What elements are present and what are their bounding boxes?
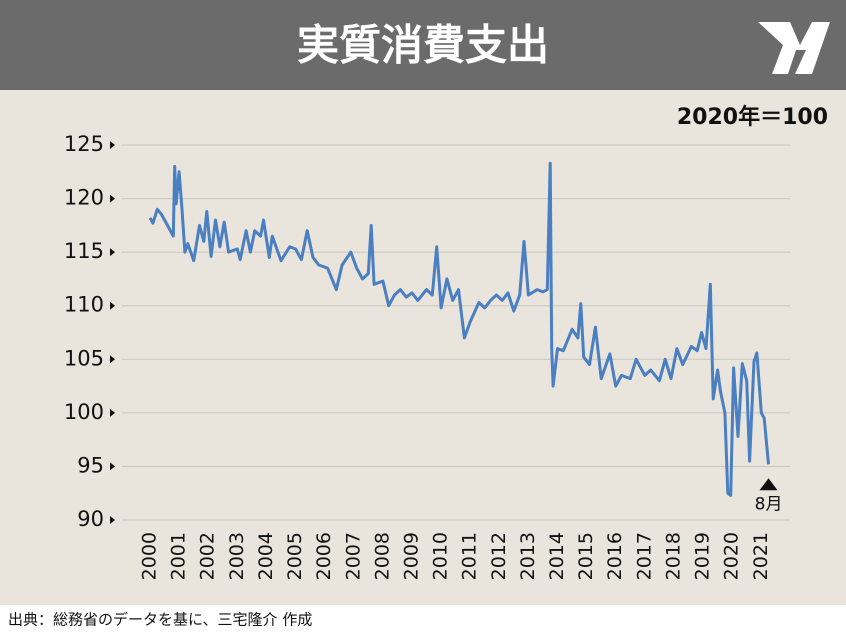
y-tick-mark	[110, 301, 115, 310]
y-tick-label: 95	[77, 453, 104, 477]
x-tick-label: 2000	[139, 532, 161, 580]
y-tick-label: 110	[64, 293, 104, 317]
y-tick-mark	[110, 516, 115, 524]
header	[0, 0, 846, 90]
footer	[0, 605, 846, 635]
x-tick-label: 2012	[488, 532, 510, 580]
annotation: 8月	[755, 494, 783, 514]
x-tick-label: 2019	[692, 532, 714, 580]
y-tick-label: 115	[64, 239, 104, 263]
x-tick-label: 2014	[546, 532, 568, 580]
x-tick-label: 2004	[255, 532, 277, 580]
x-tick-label: 2003	[226, 532, 248, 580]
logo	[758, 22, 830, 74]
x-tick-label: 2011	[459, 532, 481, 580]
y-tick-mark	[110, 248, 115, 257]
y-tick-mark	[110, 355, 115, 364]
x-tick-label: 2015	[575, 532, 597, 580]
chart-title: 実質消費支出	[297, 21, 549, 70]
y-tick-mark	[110, 141, 115, 149]
y-tick-label: 105	[64, 346, 104, 370]
x-tick-label: 2002	[197, 532, 219, 580]
unit-note: 2020年＝100	[677, 104, 828, 130]
x-tick-label: 2005	[284, 532, 306, 580]
x-tick-label: 2021	[750, 532, 772, 580]
x-tick-label: 2010	[430, 532, 452, 580]
y-tick-label: 100	[64, 400, 104, 424]
y-tick-label: 90	[77, 507, 104, 531]
x-tick-label: 2016	[604, 532, 626, 580]
y-tick-label: 125	[64, 132, 104, 156]
y-tick-mark	[110, 194, 115, 203]
x-tick-label: 2006	[313, 532, 335, 580]
x-tick-label: 2020	[721, 532, 743, 580]
y-tick-mark	[110, 462, 115, 471]
y-tick-label: 120	[64, 186, 104, 210]
y-tick-mark	[110, 408, 115, 417]
source-note: 出典：総務省のデータを基に、三宅隆介 作成	[8, 611, 312, 629]
x-tick-label: 2018	[662, 532, 684, 580]
data-line	[148, 161, 770, 497]
annotation-arrow	[759, 478, 778, 491]
x-tick-label: 2001	[168, 532, 190, 580]
x-tick-label: 2013	[517, 532, 539, 580]
x-tick-label: 2007	[342, 532, 364, 580]
x-tick-label: 2017	[633, 532, 655, 580]
x-tick-label: 2008	[371, 532, 393, 580]
x-tick-label: 2009	[400, 532, 422, 580]
